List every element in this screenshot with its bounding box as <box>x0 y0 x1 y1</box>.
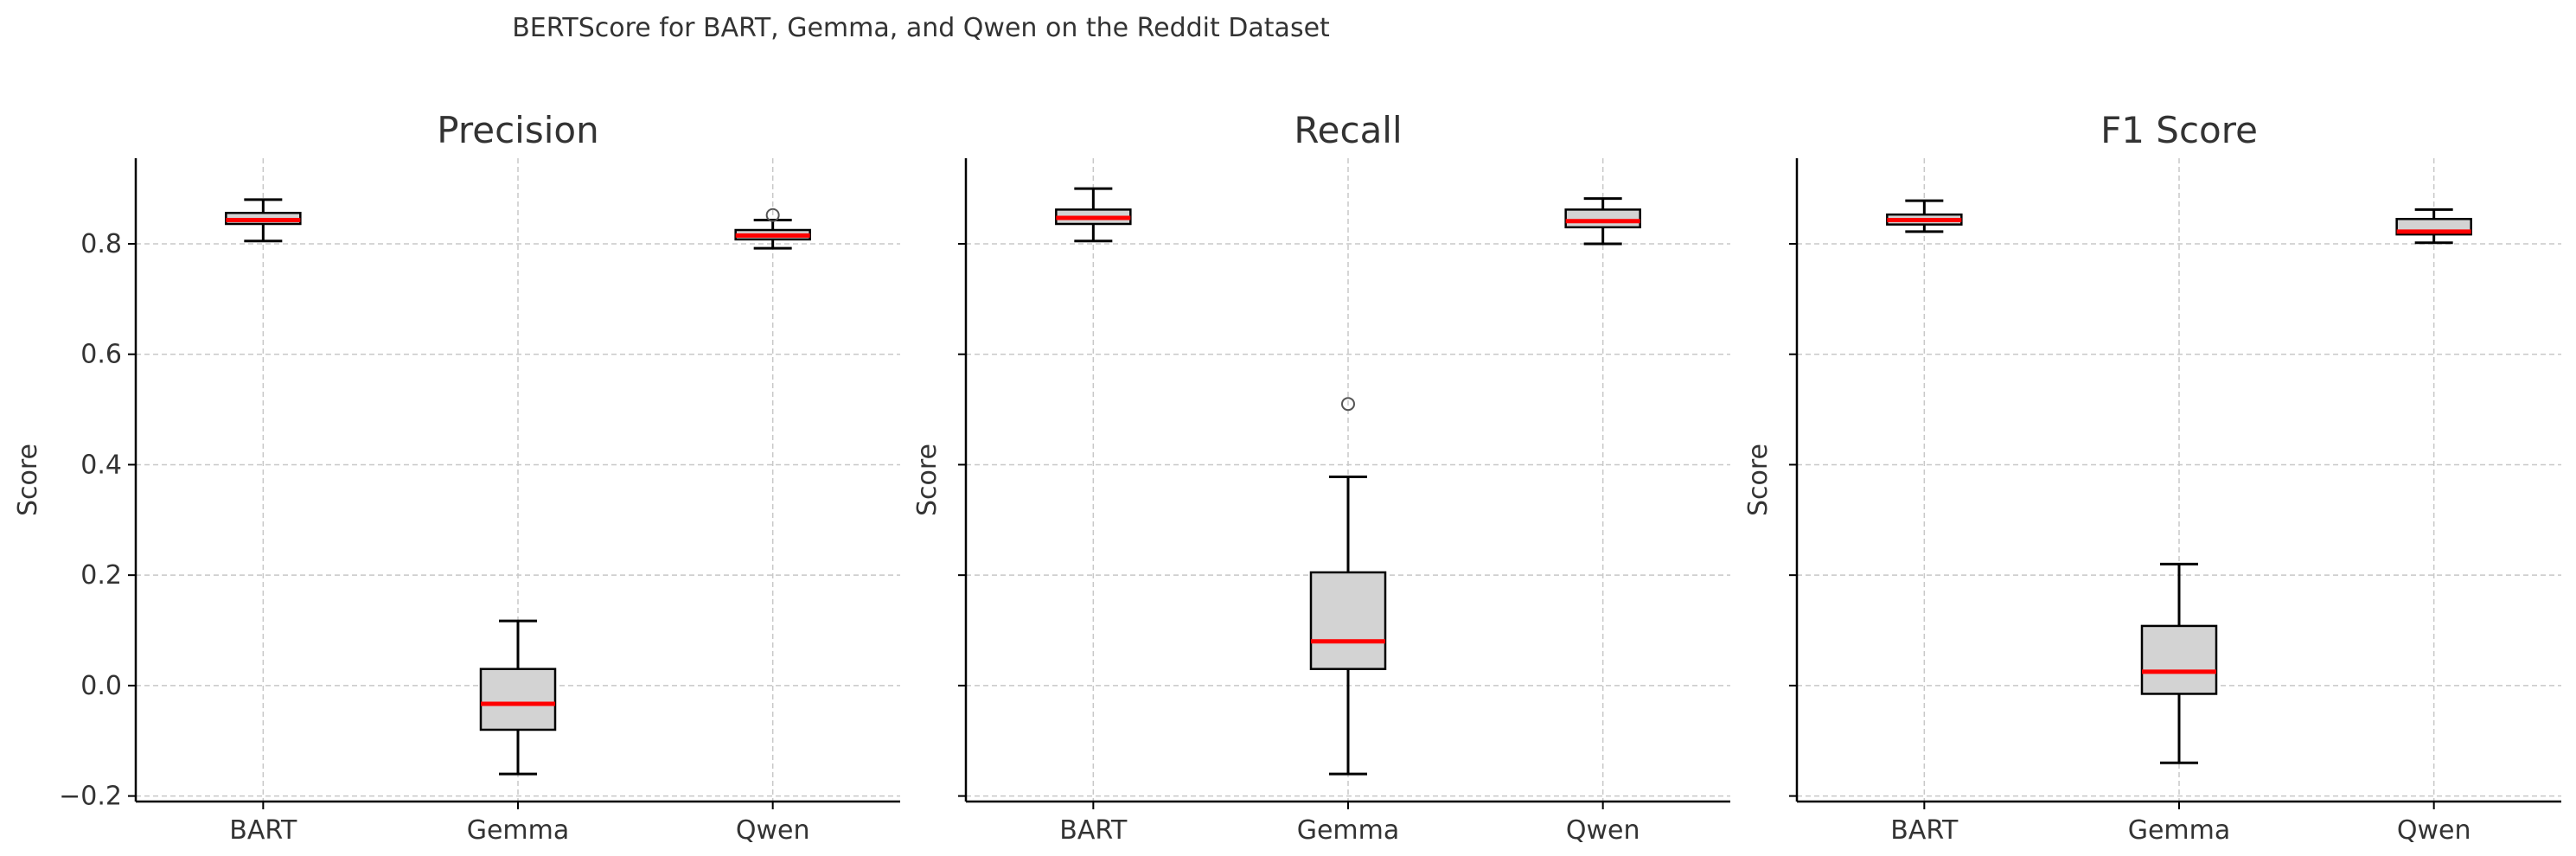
outlier-point <box>1341 397 1355 412</box>
y-tick-label: 0.8 <box>80 229 122 259</box>
y-tick-label: −0.2 <box>59 782 122 812</box>
box-gemma <box>1309 397 1387 776</box>
box-bart <box>1886 199 1963 233</box>
x-tick-label: BART <box>1059 815 1128 846</box>
x-tick-label: Gemma <box>1297 815 1400 846</box>
y-axis-label: Score <box>1743 444 1774 516</box>
subplot-title: F1 Score <box>2100 109 2258 151</box>
x-tick-label: Qwen <box>1566 815 1640 846</box>
box-gemma <box>479 619 557 776</box>
subplot-title: Recall <box>1294 109 1402 151</box>
figure-suptitle: BERTScore for BART, Gemma, and Qwen on t… <box>512 13 1330 43</box>
subplot-title: Precision <box>437 109 598 151</box>
x-tick-label: Gemma <box>2128 815 2231 846</box>
outlier-point <box>765 208 780 222</box>
subplot-f1-score: BART Gemma Qwen F1 Score Score <box>1743 109 2561 846</box>
y-axis-label: Score <box>13 444 43 516</box>
box-qwen <box>734 208 811 250</box>
box-bart <box>1055 187 1132 243</box>
box-qwen <box>2395 208 2472 245</box>
box-body <box>479 668 557 731</box>
y-tick-label: 0.6 <box>80 340 122 370</box>
box-bart <box>225 198 302 243</box>
subplot-precision: −0.2 0.0 0.2 0.4 0.6 0.8 BART Gemma Qwen Precisio… <box>13 109 900 846</box>
box-body <box>1564 208 1641 229</box>
subplot-recall: BART Gemma Qwen Recall Score <box>912 109 1730 846</box>
x-tick-label: Qwen <box>736 815 810 846</box>
x-tick-label: Qwen <box>2397 815 2471 846</box>
box-body <box>2140 624 2218 695</box>
y-axis-label: Score <box>912 444 943 516</box>
x-tick-label: BART <box>229 815 297 846</box>
y-tick-label: 0.0 <box>80 671 122 701</box>
box-gemma <box>2140 562 2218 764</box>
x-tick-label: Gemma <box>467 815 570 846</box>
x-tick-label: BART <box>1890 815 1959 846</box>
y-tick-label: 0.4 <box>80 450 122 480</box>
box-qwen <box>1564 197 1641 246</box>
box-body <box>1309 571 1387 670</box>
y-tick-label: 0.2 <box>80 560 122 591</box>
